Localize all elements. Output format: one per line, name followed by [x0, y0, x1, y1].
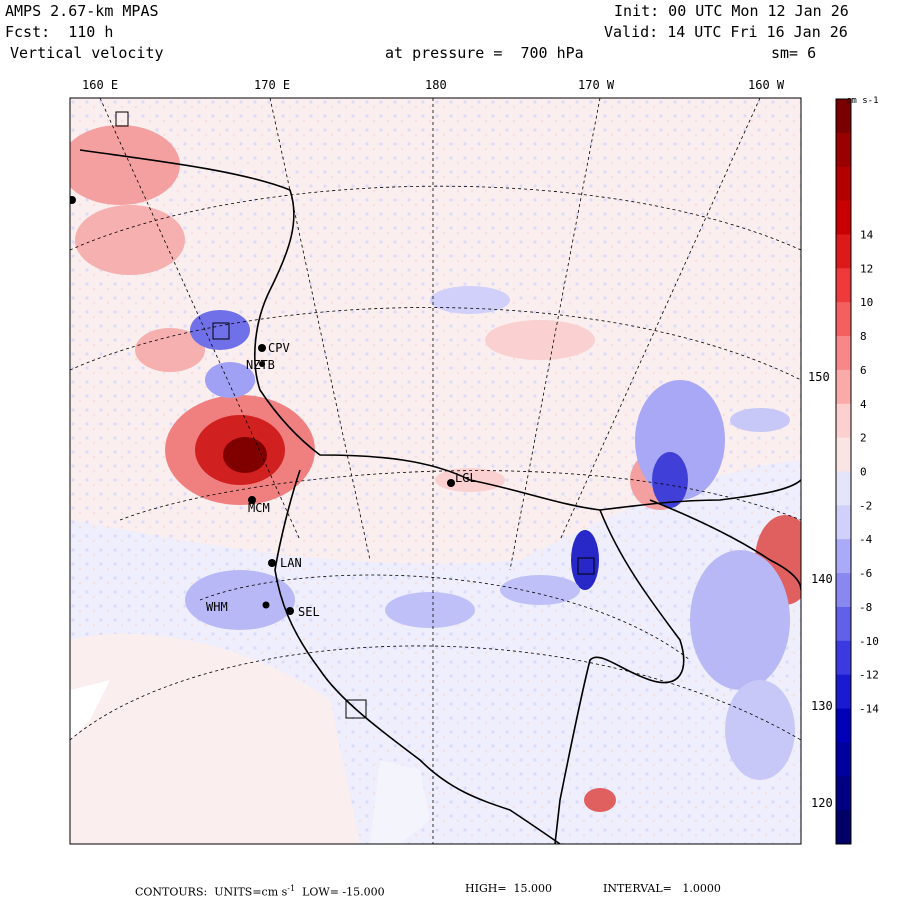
colorbar-swatch: [836, 99, 851, 134]
valid-time: Valid: 14 UTC Fri 16 Jan 26: [604, 23, 848, 41]
colorbar-swatch: [836, 606, 851, 642]
colorbar-swatch: [836, 471, 851, 506]
colorbar-tick-label: 8: [860, 330, 867, 343]
station-labels: CPV NZTB MCM LAN WHM SEL LGL: [206, 341, 477, 619]
colorbar-swatch: [836, 369, 851, 405]
no-data-area: [70, 680, 110, 740]
colorbar-swatch: [836, 674, 851, 710]
lon-label: 180: [425, 78, 447, 92]
upward-motion-anomalies: [70, 125, 801, 812]
colorbar-swatch: [836, 268, 851, 303]
colorbar-swatch: [836, 302, 851, 337]
downward-motion-anomalies: [185, 286, 795, 780]
colorbar-swatch: [836, 810, 851, 845]
colorbar-swatch: [836, 200, 851, 235]
station-label: CPV: [268, 341, 290, 355]
colorbar-tick-label: -8: [859, 601, 872, 614]
graticule: [70, 98, 801, 844]
colorbar-tick-label: -12: [859, 669, 879, 682]
contour-info: CONTOURS: UNITS=cm s-1 LOW= -15.000: [135, 881, 385, 901]
colorbar-tick-label: 14: [860, 228, 874, 241]
colorbar-tick-label: -10: [859, 635, 879, 648]
coastline: [79, 149, 801, 844]
colorbar-tick-label: 12: [860, 262, 873, 275]
lon-label: 170 E: [254, 78, 290, 92]
longitude-labels: 160 E 170 E 180 170 W 160 W: [82, 78, 785, 92]
colorbar: 14 12 10 8 6 4 2 0 -2 -4 -6 -8 -10 -12 -14: [835, 98, 879, 845]
colorbar-swatch: [836, 403, 851, 439]
smoothing: sm= 6: [771, 44, 817, 62]
colorbar-tick-label: 2: [860, 432, 867, 445]
lon-label: 160 E: [82, 78, 118, 92]
colorbar-swatch: [836, 640, 851, 676]
colorbar-swatch: [836, 336, 851, 371]
colorbar-units: cm s-1: [846, 96, 879, 106]
colorbar-tick-label: -14: [859, 703, 879, 716]
model-title: AMPS 2.67-km MPAS: [5, 2, 159, 20]
colorbar-swatch: [836, 437, 851, 472]
station-label: SEL: [298, 605, 320, 619]
station-label: LGL: [455, 471, 477, 485]
colorbar-swatch: [836, 166, 851, 202]
contour-low: LOW= -15.000: [295, 885, 385, 899]
colorbar-swatch: [836, 708, 851, 743]
colorbar-swatch: [836, 573, 851, 608]
colorbar-swatch: [836, 132, 851, 168]
contour-prefix: CONTOURS: UNITS=: [135, 885, 262, 899]
colorbar-frame: [835, 98, 852, 845]
colorbar-swatch: [836, 742, 851, 777]
lon-label: 170 W: [578, 78, 615, 92]
station-label: WHM: [206, 600, 228, 614]
station-label: LAN: [280, 556, 302, 570]
colorbar-tick-label: -2: [859, 499, 872, 512]
lon-label: 160 W: [748, 78, 785, 92]
station-markers: [70, 196, 455, 615]
contour-units: cm s: [261, 885, 288, 899]
contour-units-exponent: -1: [287, 884, 296, 893]
colorbar-swatch: [836, 539, 851, 574]
colorbar-swatch: [836, 234, 851, 269]
colorbar-tick-label: -6: [859, 567, 872, 580]
station-label: NZTB: [246, 358, 275, 372]
field-name: Vertical velocity: [10, 44, 164, 62]
station-boxes: [115, 111, 595, 719]
colorbar-tick-label: 10: [860, 296, 873, 309]
colorbar-tick-label: 4: [860, 398, 867, 411]
map-frame: [69, 97, 802, 845]
init-time: Init: 00 UTC Mon 12 Jan 26: [614, 2, 849, 20]
colorbar-tick-label: -4: [859, 533, 873, 546]
station-label: MCM: [248, 501, 270, 515]
colorbar-swatch: [836, 776, 851, 811]
map-panel: CPV NZTB MCM LAN WHM SEL LGL: [70, 98, 801, 844]
contour-high: HIGH= 15.000: [465, 882, 553, 895]
colorbar-swatch: [836, 505, 851, 540]
colorbar-tick-label: 0: [860, 466, 867, 479]
pressure-level: at pressure = 700 hPa: [385, 44, 584, 62]
colorbar-tick-label: 6: [860, 364, 867, 377]
contour-interval: INTERVAL= 1.0000: [603, 882, 721, 895]
forecast-hour: Fcst: 110 h: [5, 23, 114, 41]
